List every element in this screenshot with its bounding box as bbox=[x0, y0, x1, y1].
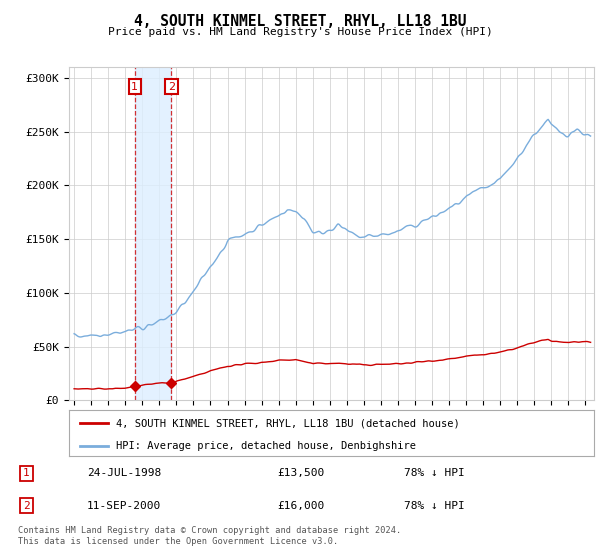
Text: Price paid vs. HM Land Registry's House Price Index (HPI): Price paid vs. HM Land Registry's House … bbox=[107, 27, 493, 37]
Text: 2: 2 bbox=[23, 501, 30, 511]
Text: HPI: Average price, detached house, Denbighshire: HPI: Average price, detached house, Denb… bbox=[116, 441, 416, 451]
Text: 4, SOUTH KINMEL STREET, RHYL, LL18 1BU (detached house): 4, SOUTH KINMEL STREET, RHYL, LL18 1BU (… bbox=[116, 418, 460, 428]
Text: 78% ↓ HPI: 78% ↓ HPI bbox=[404, 468, 464, 478]
Text: £16,000: £16,000 bbox=[277, 501, 324, 511]
Text: 11-SEP-2000: 11-SEP-2000 bbox=[87, 501, 161, 511]
Text: Contains HM Land Registry data © Crown copyright and database right 2024.
This d: Contains HM Land Registry data © Crown c… bbox=[18, 526, 401, 546]
Text: 24-JUL-1998: 24-JUL-1998 bbox=[87, 468, 161, 478]
Text: 4, SOUTH KINMEL STREET, RHYL, LL18 1BU: 4, SOUTH KINMEL STREET, RHYL, LL18 1BU bbox=[134, 14, 466, 29]
Text: £13,500: £13,500 bbox=[277, 468, 324, 478]
Text: 1: 1 bbox=[23, 468, 30, 478]
Text: 1: 1 bbox=[131, 82, 138, 91]
Bar bbox=[135, 67, 172, 400]
Text: 78% ↓ HPI: 78% ↓ HPI bbox=[404, 501, 464, 511]
Text: 2: 2 bbox=[168, 82, 175, 91]
